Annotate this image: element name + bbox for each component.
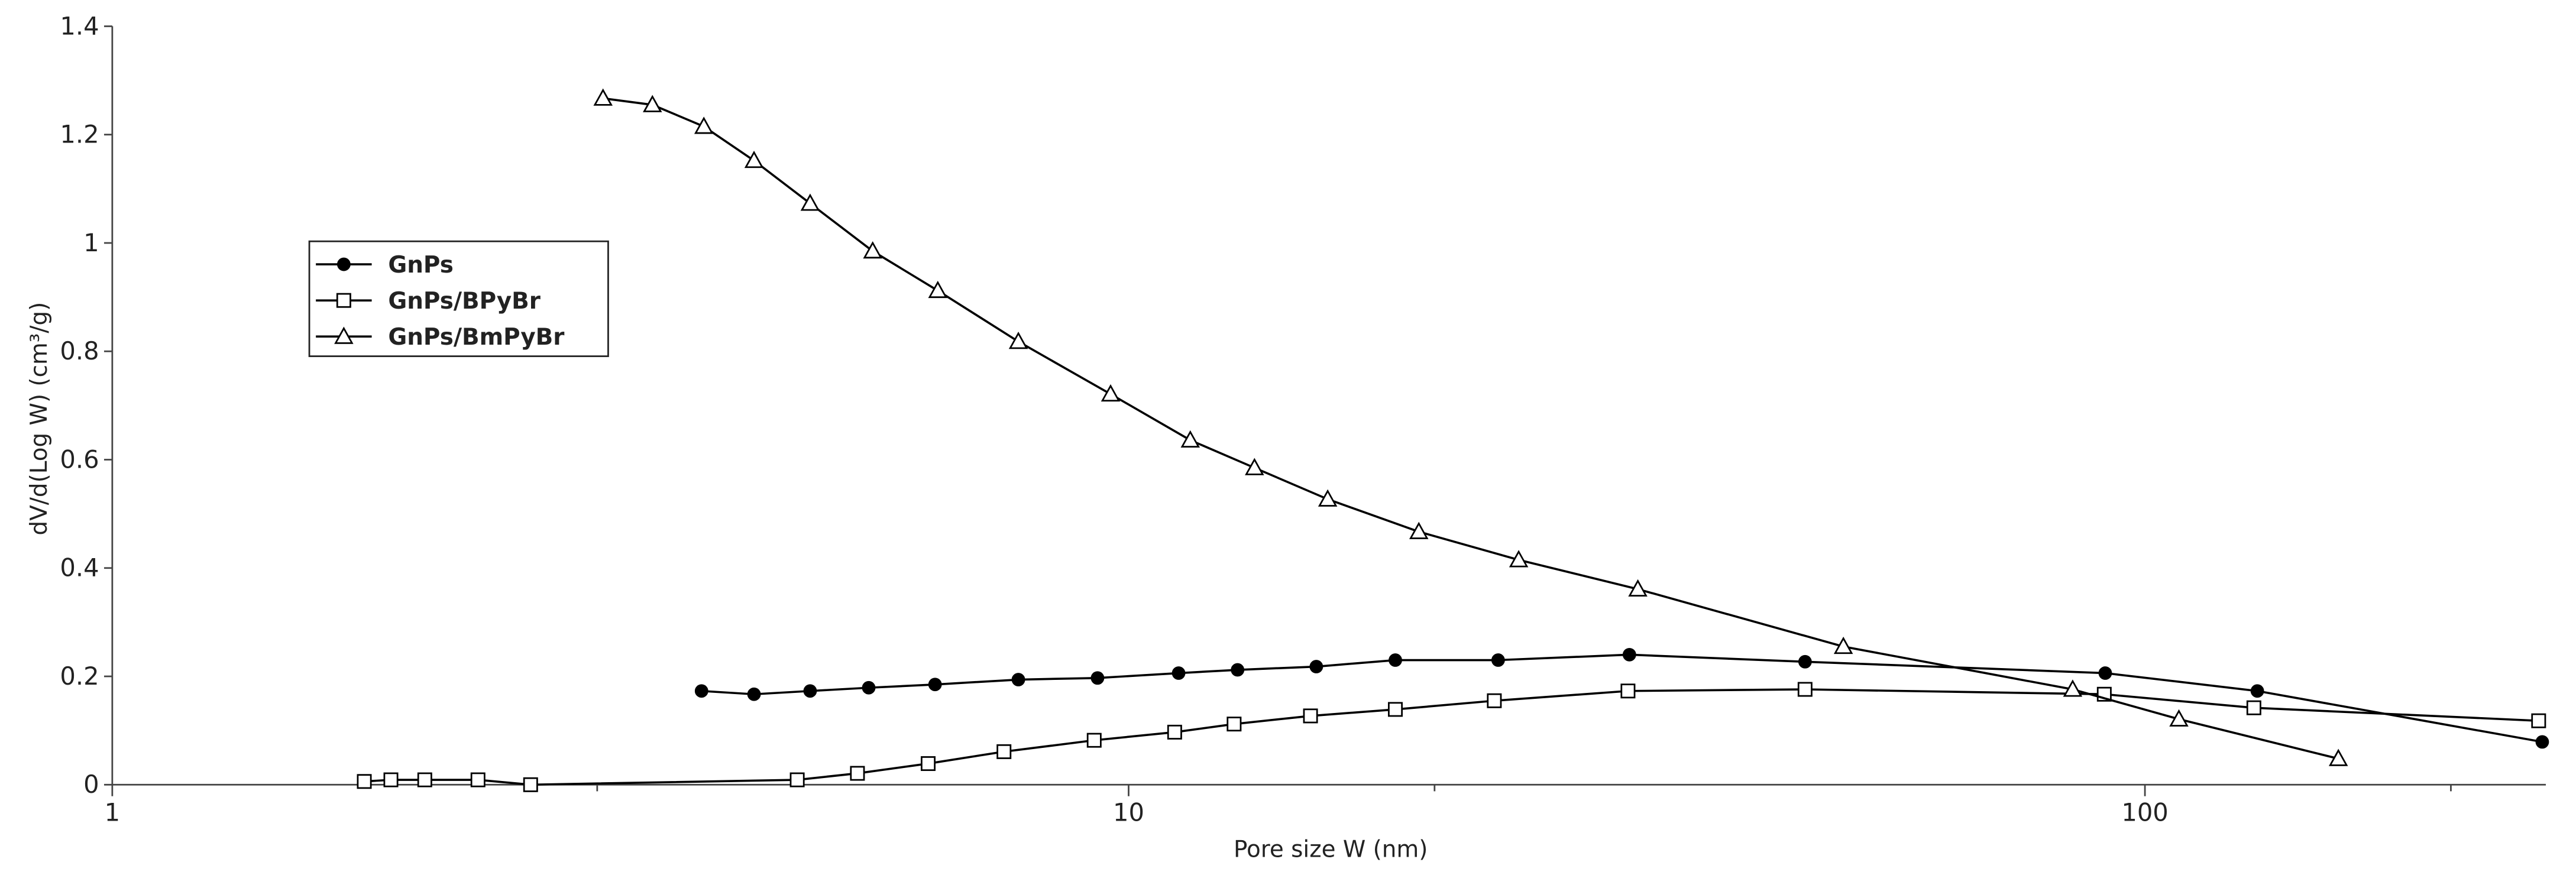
x-tick-label: 100	[2121, 798, 2168, 827]
marker	[1309, 660, 1323, 673]
marker	[2169, 709, 2189, 727]
marker	[2531, 713, 2546, 728]
marker	[1086, 733, 1102, 748]
marker	[2250, 684, 2264, 698]
marker	[789, 772, 805, 788]
marker	[800, 193, 820, 211]
legend-marker	[336, 293, 351, 308]
marker	[1388, 702, 1403, 717]
marker	[1509, 550, 1529, 568]
marker	[1389, 653, 1402, 667]
marker	[1226, 717, 1242, 732]
marker	[1180, 430, 1200, 448]
marker	[921, 756, 936, 772]
x-axis-label: Pore size W (nm)	[1234, 836, 1428, 863]
marker	[1090, 671, 1105, 685]
marker	[694, 684, 708, 698]
marker	[523, 777, 538, 792]
marker	[1008, 331, 1028, 349]
legend-marker	[336, 257, 351, 271]
y-tick-label: 1	[83, 228, 99, 257]
y-tick-label: 1.4	[60, 11, 99, 40]
marker	[803, 684, 817, 698]
x-tick-label: 10	[1113, 798, 1144, 827]
marker	[1797, 682, 1813, 697]
marker	[2328, 748, 2348, 766]
marker	[1011, 673, 1025, 686]
marker	[863, 241, 882, 259]
marker	[996, 744, 1012, 759]
series-line	[364, 688, 2539, 786]
y-axis-label: dV/d(Log W) (cm³/g)	[26, 302, 53, 536]
marker	[1491, 653, 1505, 667]
marker	[1622, 647, 1636, 662]
marker	[2098, 666, 2112, 680]
marker	[1798, 654, 1812, 669]
marker	[1487, 693, 1502, 708]
marker	[1628, 579, 1648, 597]
y-tick-label: 0.6	[60, 445, 99, 474]
legend-marker	[334, 326, 354, 344]
marker	[1318, 489, 1338, 507]
marker	[850, 766, 865, 781]
marker	[2535, 735, 2549, 749]
marker	[1833, 636, 1853, 654]
x-tick-label: 1	[105, 798, 121, 827]
marker	[1409, 521, 1429, 539]
marker	[1167, 724, 1182, 740]
marker	[928, 280, 948, 299]
y-tick-label: 1.2	[60, 120, 99, 149]
marker	[383, 772, 399, 788]
marker	[744, 150, 764, 168]
marker	[643, 95, 662, 112]
marker	[357, 774, 372, 789]
y-tick-label: 0.8	[60, 336, 99, 365]
marker	[417, 772, 432, 788]
marker	[1303, 708, 1318, 724]
marker	[1101, 384, 1121, 402]
marker	[2246, 700, 2261, 715]
marker	[2063, 679, 2083, 697]
y-tick-label: 0.4	[60, 553, 99, 582]
legend-label: GnPs/BmPyBr	[388, 324, 565, 351]
legend-label: GnPs	[388, 252, 454, 278]
y-tick-label: 0.2	[60, 662, 99, 691]
marker	[1245, 458, 1264, 475]
marker	[1231, 663, 1245, 677]
marker	[747, 687, 761, 701]
marker	[1620, 683, 1636, 699]
marker	[928, 678, 942, 692]
y-tick-label: 0	[83, 770, 99, 799]
marker	[694, 116, 714, 134]
marker	[470, 772, 486, 788]
marker	[1172, 666, 1186, 680]
legend-label: GnPs/BPyBr	[388, 288, 541, 315]
marker	[593, 88, 613, 106]
marker	[862, 680, 876, 695]
